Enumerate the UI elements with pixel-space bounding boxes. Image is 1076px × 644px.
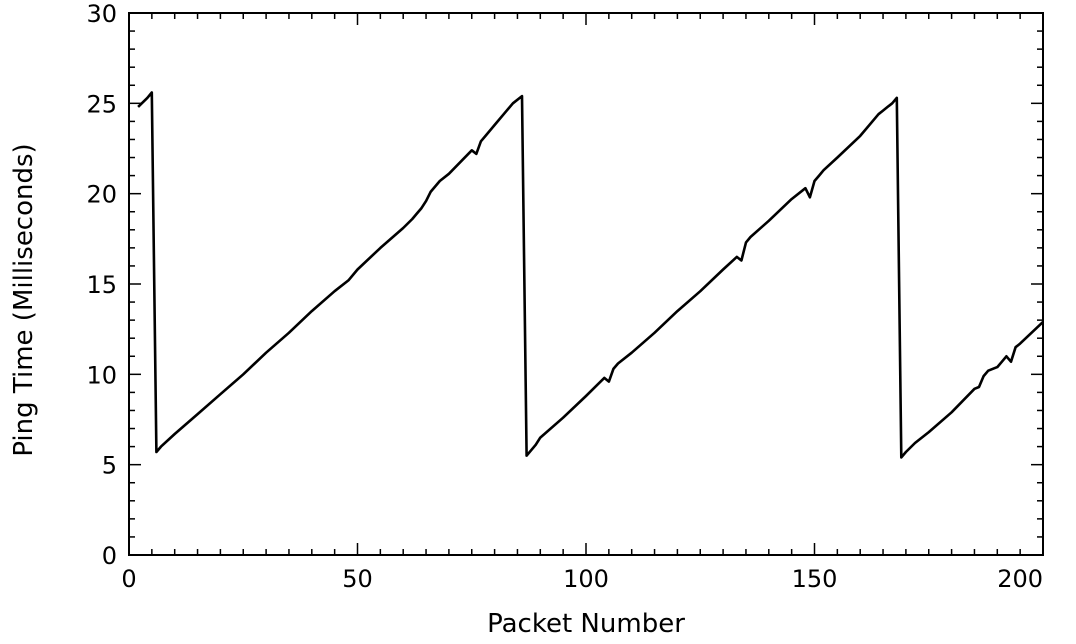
y-tick-label: 20	[86, 181, 117, 209]
y-tick-label: 30	[86, 0, 117, 28]
y-axis-label: Ping Time (Milliseconds)	[9, 143, 39, 456]
y-tick-label: 15	[86, 271, 117, 299]
plot-frame	[128, 12, 1044, 556]
y-tick-label: 10	[86, 361, 117, 389]
x-tick-label: 50	[342, 565, 373, 593]
x-tick-label: 0	[121, 565, 136, 593]
series-line	[137, 91, 1044, 459]
y-tick-label: 25	[86, 90, 117, 118]
y-tick-labels: 0 5 10 15 20 25 30	[86, 0, 117, 570]
y-tick-label: 5	[102, 452, 117, 480]
x-tick-label: 200	[997, 565, 1043, 593]
x-tick-labels: 0 50 100 150 200	[121, 565, 1043, 593]
x-tick-label: 100	[563, 565, 609, 593]
x-axis-label: Packet Number	[487, 609, 685, 639]
y-tick-label: 0	[102, 542, 117, 570]
x-tick-label: 150	[792, 565, 838, 593]
axis-ticks	[128, 12, 1044, 556]
